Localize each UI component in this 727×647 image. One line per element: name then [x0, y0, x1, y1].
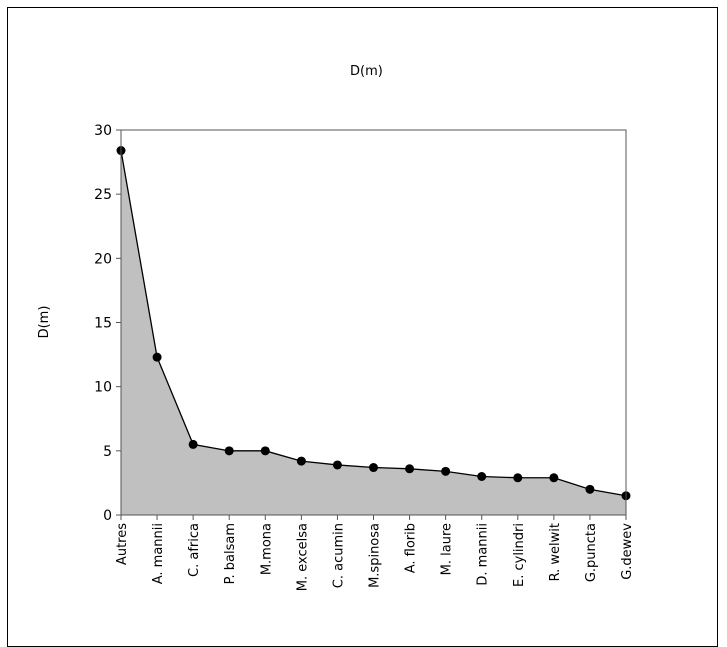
data-point — [549, 473, 559, 483]
x-tick-label: M.mona — [259, 523, 274, 575]
y-tick-label: 30 — [94, 123, 112, 139]
x-tick-label: M. excelsa — [295, 523, 310, 591]
x-tick-label: Autres — [115, 523, 130, 565]
data-point — [188, 439, 198, 449]
area-layer — [121, 150, 626, 516]
data-point — [152, 352, 162, 362]
area-fill — [121, 150, 626, 516]
y-axis: 0 5 10 15 20 25 30 — [94, 123, 121, 524]
x-tick-label: P. balsam — [223, 523, 238, 584]
data-point — [405, 464, 415, 474]
x-tick-label: A. florib — [404, 523, 419, 573]
y-tick-label: 5 — [103, 444, 112, 460]
x-tick-label: G.puncta — [584, 523, 599, 582]
marker-layer — [116, 146, 631, 501]
x-axis: Autres A. mannii C. africa P. balsam M.mona M… — [115, 515, 635, 591]
x-tick-label: C. acumin — [331, 523, 346, 588]
data-point — [585, 484, 595, 494]
x-tick-label: E. cylindri — [512, 523, 527, 587]
data-point — [224, 446, 234, 456]
y-tick-label: 20 — [94, 251, 112, 267]
data-point — [477, 472, 487, 481]
y-axis-label: D(m) — [37, 306, 52, 339]
x-tick-label: G.dewev — [620, 523, 635, 580]
chart-svg: 0 5 10 15 20 25 30 Autres A. mannii C. africa P. … — [37, 123, 635, 591]
x-tick-label: M.spinosa — [368, 523, 383, 588]
data-point — [513, 473, 523, 483]
y-tick-label: 0 — [103, 508, 112, 524]
x-tick-label: M. laure — [440, 523, 455, 575]
data-point — [332, 460, 342, 470]
x-tick-label: D. mannii — [476, 523, 491, 586]
data-point — [369, 463, 378, 473]
x-tick-label: R. welwit — [548, 523, 563, 581]
y-tick-label: 10 — [94, 380, 112, 396]
y-tick-label: 15 — [94, 316, 112, 332]
chart-title: D(m) — [350, 64, 383, 79]
x-tick-label: A. mannii — [151, 523, 166, 584]
data-point — [260, 446, 270, 456]
data-point — [441, 466, 451, 476]
x-tick-label: C. africa — [187, 523, 202, 577]
y-tick-label: 25 — [94, 187, 112, 203]
data-point — [296, 456, 306, 466]
